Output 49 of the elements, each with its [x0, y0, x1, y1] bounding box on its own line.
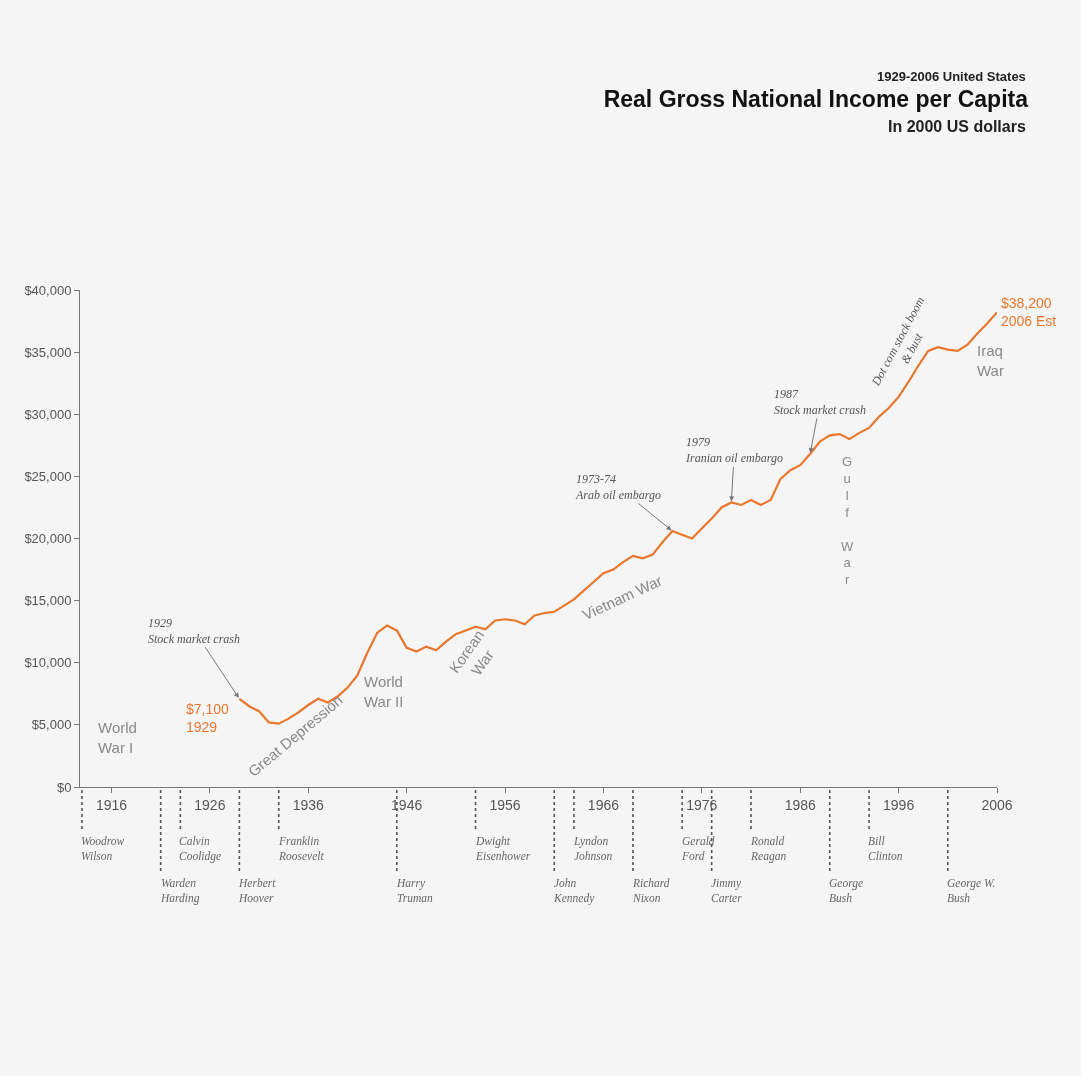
ref-line-label: George W. Bush: [947, 877, 996, 904]
annotation: 1973-74 Arab oil embargo: [575, 472, 661, 502]
x-tick-label: 1916: [95, 796, 128, 813]
annotation: Dot com stock boom & bust: [868, 294, 928, 389]
x-tick-label: 1956: [489, 796, 521, 813]
annotation: $7,100 1929: [186, 701, 230, 736]
annotation: $38,200 2006 Est: [1001, 295, 1057, 330]
x-tick-label: 1926: [194, 796, 226, 813]
y-tick-label: $30,000: [24, 406, 72, 422]
y-tick-label: $25,000: [24, 468, 72, 484]
ref-line-label: Jimmy Carter: [711, 877, 743, 904]
x-tick-label: 2006: [981, 796, 1013, 813]
annotation: 1979 Iranian oil embargo: [685, 435, 783, 465]
ref-line-label: Franklin Roosevelt: [278, 835, 325, 862]
annotation: 1929 Stock market crash: [148, 616, 240, 646]
y-tick-label: $5,000: [31, 717, 72, 733]
ref-line-label: John Kennedy: [553, 877, 596, 905]
x-tick-label: 1936: [292, 796, 325, 813]
text: Gulf War: [841, 454, 854, 588]
ref-line-label: Harry Truman: [396, 877, 434, 904]
x-tick-label: 1976: [686, 796, 718, 813]
ref-line-label: Ronald Reagan: [750, 835, 787, 863]
chart-subtitle: In 2000 US dollars: [888, 118, 1026, 135]
annotation: Iraq War: [977, 342, 1004, 379]
ref-line-label: Richard Nixon: [632, 877, 670, 904]
y-tick-label: $15,000: [24, 593, 72, 609]
y-tick-label: $35,000: [24, 344, 72, 360]
x-tick-label: 1986: [784, 796, 816, 813]
x-tick-label: 1996: [883, 796, 915, 813]
ref-line-label: Calvin Coolidge: [179, 835, 222, 863]
ref-line-label: Bill Clinton: [868, 835, 903, 862]
annotation: World War I: [98, 719, 137, 756]
y-tick-label: $10,000: [24, 655, 72, 671]
y-tick-label: $40,000: [24, 282, 72, 298]
y-tick-label: $20,000: [24, 531, 72, 547]
ref-line-label: Warden Harding: [160, 877, 200, 905]
ref-line-label: Herbert Hoover: [238, 877, 277, 904]
ref-line-label: Gerald Ford: [681, 835, 715, 862]
x-tick-label: 1946: [391, 796, 423, 813]
y-tick-label: $0: [56, 779, 72, 795]
ref-line-label: Lyndon Johnson: [573, 835, 613, 862]
ref-line-label: Dwight Eisenhower: [475, 835, 531, 862]
text: 1929-2006 United States: [877, 69, 1026, 84]
ref-line-label: George Bush: [829, 877, 864, 904]
chart-title: Real Gross National Income per Capita: [603, 86, 1029, 113]
ref-line-label: Woodrow Wilson: [81, 835, 125, 862]
x-tick-label: 1966: [587, 796, 620, 813]
annotation: World War II: [364, 673, 404, 710]
annotation: 1987 Stock market crash: [774, 387, 866, 417]
